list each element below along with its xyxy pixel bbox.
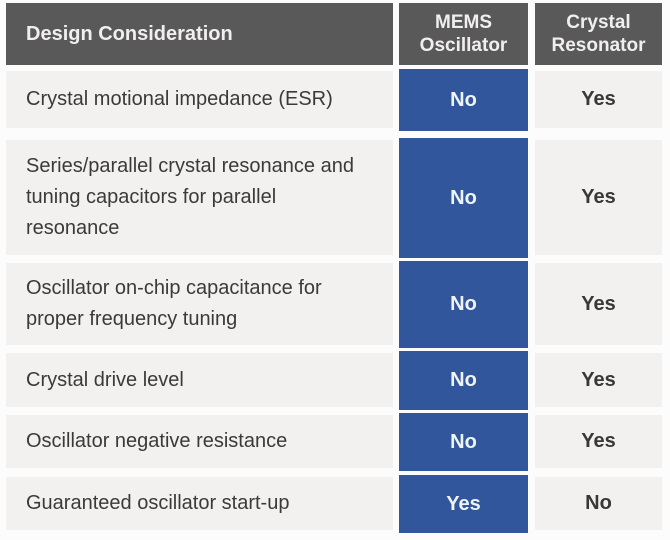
- crystal-resonator-value: No: [535, 477, 662, 530]
- crystal-resonator-value: Yes: [535, 71, 662, 128]
- row-consideration-label: Crystal motional impedance (ESR): [6, 71, 393, 128]
- table-row: Crystal motional impedance (ESR) No Yes: [6, 69, 662, 131]
- row-consideration-label: Oscillator on-chip capacitance for prope…: [6, 263, 393, 345]
- crystal-resonator-value: Yes: [535, 353, 662, 407]
- mems-oscillator-value: No: [399, 138, 528, 258]
- column-header-design-consideration: Design Consideration: [6, 3, 393, 65]
- row-consideration-label: Oscillator negative resistance: [6, 415, 393, 468]
- column-header-crystal-resonator: Crystal Resonator: [535, 3, 662, 65]
- table-header-row: Design Consideration MEMS Oscillator Cry…: [6, 3, 662, 65]
- table-row: Crystal drive level No Yes: [6, 351, 662, 410]
- row-consideration-label: Crystal drive level: [6, 353, 393, 407]
- mems-oscillator-value: No: [399, 261, 528, 348]
- table-row: Oscillator on-chip capacitance for prope…: [6, 261, 662, 348]
- crystal-resonator-value: Yes: [535, 263, 662, 345]
- row-consideration-label: Guaranteed oscillator start-up: [6, 477, 393, 530]
- row-consideration-label: Series/parallel crystal resonance and tu…: [6, 140, 393, 255]
- mems-oscillator-value: No: [399, 69, 528, 131]
- comparison-table: Design Consideration MEMS Oscillator Cry…: [6, 3, 662, 533]
- mems-oscillator-value: No: [399, 351, 528, 410]
- table-row: Oscillator negative resistance No Yes: [6, 413, 662, 471]
- mems-oscillator-value: Yes: [399, 475, 528, 533]
- table-row: Guaranteed oscillator start-up Yes No: [6, 475, 662, 533]
- table-row: Series/parallel crystal resonance and tu…: [6, 138, 662, 258]
- mems-oscillator-value: No: [399, 413, 528, 471]
- crystal-resonator-value: Yes: [535, 415, 662, 468]
- column-header-mems-oscillator: MEMS Oscillator: [399, 3, 528, 65]
- crystal-resonator-value: Yes: [535, 140, 662, 255]
